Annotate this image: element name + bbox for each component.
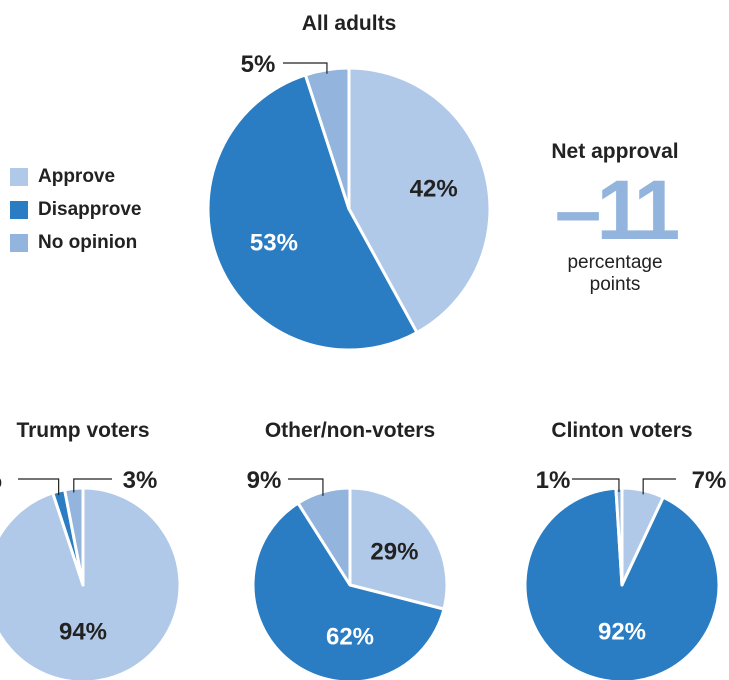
legend-item-approve: Approve: [10, 160, 141, 193]
leader-line-approve: [642, 478, 676, 495]
legend-item-no-opinion: No opinion: [10, 226, 141, 259]
legend-swatch-approve: [10, 167, 28, 186]
legend-swatch-disapprove: [10, 200, 28, 219]
data-label-disapprove: 53%: [250, 229, 298, 256]
data-label-disapprove: 2%: [0, 467, 2, 494]
data-label-approve: 29%: [370, 539, 418, 566]
data-label-approve: 94%: [59, 619, 107, 646]
pie-title: Trump voters: [16, 419, 149, 442]
pie-title: Other/non-voters: [265, 419, 435, 442]
pie-all-adults: All adults 42% 53% 5%: [206, 12, 492, 352]
pie-title: Clinton voters: [551, 419, 692, 442]
net-approval-value: –11: [554, 163, 681, 257]
slice-approve: [0, 486, 182, 680]
pie-title: All adults: [302, 12, 397, 35]
data-label-approve: 42%: [410, 175, 458, 202]
slice-disapprove: [523, 486, 721, 680]
slice-disapprove: [251, 501, 446, 680]
slice-approve: [347, 66, 492, 335]
legend-item-disapprove: Disapprove: [10, 193, 141, 226]
leader-line-no-opinion: [288, 478, 324, 496]
net-approval-title: Net approval: [551, 140, 679, 163]
data-label-no-opinion: 5%: [241, 51, 276, 78]
data-label-no-opinion: 1%: [536, 467, 571, 494]
leader-line-no-opinion: [283, 62, 328, 74]
data-label-no-opinion: 9%: [247, 467, 282, 494]
legend: Approve Disapprove No opinion: [10, 160, 141, 259]
data-label-no-opinion: 3%: [123, 467, 158, 494]
leader-line-no-opinion: [73, 478, 112, 493]
leader-line-no-opinion: [572, 478, 620, 493]
net-approval-unit-line1: percentage: [567, 252, 663, 273]
data-label-disapprove: 92%: [598, 619, 646, 646]
net-approval-unit-line2: points: [589, 274, 641, 295]
pie-trump-voters: Trump voters 94% 2% 3%: [0, 419, 182, 680]
slice-disapprove: [206, 73, 419, 352]
net-approval: Net approval –11 percentage points: [540, 140, 690, 296]
legend-label-no-opinion: No opinion: [38, 231, 138, 253]
leader-line-disapprove: [18, 478, 60, 496]
legend-label-disapprove: Disapprove: [38, 198, 142, 220]
data-label-disapprove: 62%: [326, 623, 374, 650]
legend-label-approve: Approve: [38, 165, 116, 187]
data-label-approve: 7%: [692, 467, 727, 494]
legend-swatch-no-opinion: [10, 233, 28, 252]
pie-other-non-voters: Other/non-voters 29% 62% 9%: [247, 419, 449, 680]
slice-approve: [348, 486, 449, 611]
pie-clinton-voters: Clinton voters 92% 1% 7%: [523, 419, 727, 680]
